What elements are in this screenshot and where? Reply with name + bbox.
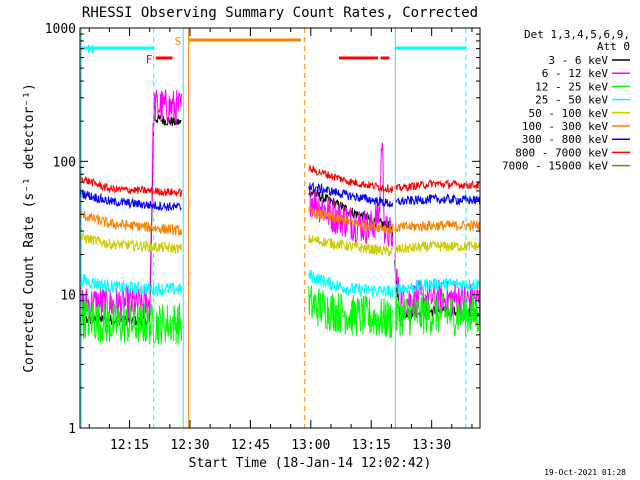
series-line-4 [79, 269, 481, 299]
x-tick-label-2: 12:30 [170, 438, 209, 453]
x-tick-label-1: 12:15 [110, 438, 149, 453]
y-tick-label-2: 10 [60, 289, 76, 304]
legend-header-1: Det 1,3,4,5,6,9, [524, 28, 630, 41]
chart-title: RHESSI Observing Summary Count Rates, Co… [82, 5, 478, 21]
legend-label-7: 300 - 800 keV [522, 133, 608, 146]
flag-label-n: N [87, 43, 94, 56]
series-line-8 [79, 164, 480, 198]
footer-timestamp: 19-Oct-2021 01:28 [544, 468, 626, 477]
legend-label-1: 3 - 6 keV [548, 54, 608, 67]
series-line-5 [79, 231, 481, 257]
x-axis-label: Start Time (18-Jan-14 12:02:42) [189, 456, 432, 471]
legend-label-3: 12 - 25 keV [535, 80, 608, 93]
x-axis: 12:15 12:30 12:45 13:00 13:15 13:30 [88, 28, 473, 453]
x-tick-label-6: 13:30 [412, 438, 451, 453]
legend-label-5: 50 - 100 keV [529, 107, 609, 120]
flag-label-f: F [146, 53, 153, 66]
y-tick-label-4: 1000 [45, 22, 76, 37]
x-tick-label-4: 13:00 [291, 438, 330, 453]
plot-marks [79, 89, 481, 345]
y-tick-label-1: 1 [68, 422, 76, 437]
x-tick-label-5: 13:15 [352, 438, 391, 453]
annotations: N F S [80, 28, 467, 428]
legend-label-8: 800 - 7000 keV [515, 146, 608, 159]
y-axis-label: Corrected Count Rate (s⁻¹ detector⁻¹) [22, 83, 37, 373]
legend-header-2: Att 0 [597, 40, 630, 53]
flag-label-s: S [175, 35, 182, 48]
y-tick-label-3: 100 [53, 155, 76, 170]
plot-frame [79, 27, 481, 429]
legend-label-4: 25 - 50 keV [535, 94, 608, 107]
legend-label-2: 6 - 12 keV [542, 67, 609, 80]
x-tick-label-3: 12:45 [231, 438, 270, 453]
legend-label-9: 7000 - 15000 keV [502, 160, 608, 173]
y-axis: 1 10 100 1000 [45, 22, 480, 437]
series-line-6 [79, 206, 481, 236]
series-line-7 [79, 181, 481, 212]
series-line-3 [79, 285, 481, 345]
legend-label-6: 100 - 300 keV [522, 120, 608, 133]
